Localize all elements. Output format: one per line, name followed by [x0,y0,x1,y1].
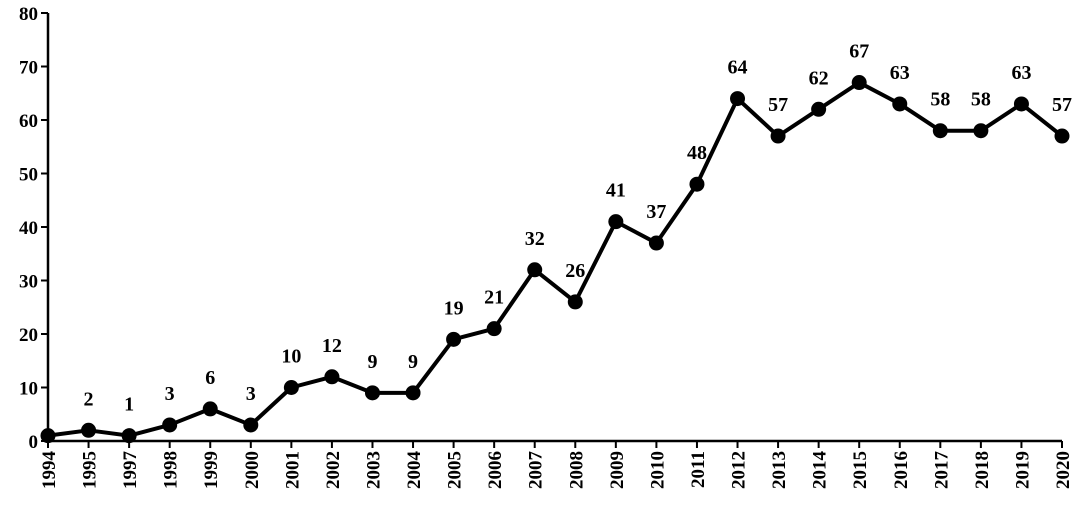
x-tick-label: 1997 [120,451,141,490]
data-point [811,101,827,117]
y-tick-label: 30 [19,272,38,293]
data-label: 48 [687,142,707,164]
data-point [689,176,705,192]
data-label: 3 [165,383,175,405]
x-tick-label: 2019 [1012,451,1033,489]
x-tick-label: 2007 [526,451,547,490]
y-tick-label: 60 [19,111,38,132]
data-label: 63 [1011,62,1031,84]
y-tick-label: 50 [19,165,38,186]
data-label: 12 [322,335,342,357]
x-tick-label: 2006 [485,451,506,489]
data-label: 58 [971,89,991,111]
data-point [446,331,462,347]
data-point [932,123,948,139]
data-point [608,214,624,230]
data-label: 63 [890,62,910,84]
data-point [567,294,583,310]
series-line [47,80,1064,438]
y-tick-label: 0 [29,432,39,453]
x-tick-label: 2018 [972,451,993,489]
x-tick-label: 2012 [729,451,750,489]
data-point [892,96,908,112]
data-label: 3 [246,383,256,405]
data-point [1013,96,1029,112]
data-point [973,123,989,139]
data-point [648,235,664,251]
y-axis: 0 10 20 30 40 50 60 70 80 [19,4,50,453]
data-label: 6 [205,367,215,389]
data-label: 9 [367,351,377,373]
data-label: 1 [124,394,134,416]
x-tick-label: 2003 [363,451,384,489]
x-tick-label: 2001 [282,451,303,489]
x-tick-label: 2010 [647,451,668,489]
x-tick-label: 2005 [445,451,466,489]
y-tick-label: 20 [19,325,38,346]
data-point [1054,128,1070,144]
data-label: 64 [728,57,748,79]
data-point [364,385,380,401]
x-tick-label: 2009 [607,451,628,489]
data-label: 26 [565,260,585,282]
data-label: 37 [646,201,666,223]
data-label: 9 [408,351,418,373]
x-tick-label: 2020 [1053,451,1074,489]
data-point [730,91,746,107]
data-point [40,428,56,444]
data-point [770,128,786,144]
x-tick-label: 1995 [80,451,101,489]
data-label: 57 [1052,94,1072,116]
x-tick-label: 2011 [688,451,709,488]
x-tick-label: 2017 [931,451,952,490]
data-point [243,417,259,433]
data-point [81,422,97,438]
x-tick-label: 1999 [201,451,222,489]
data-label: 10 [281,346,301,368]
data-point [486,321,502,337]
data-label: 62 [809,67,829,89]
data-label: 32 [525,228,545,250]
data-label: 41 [606,180,626,202]
data-series [40,75,1070,444]
x-tick-label: 1994 [39,451,60,490]
y-tick-label: 40 [19,218,38,239]
x-tick-label: 2016 [891,451,912,489]
data-point [202,401,218,417]
x-tick-label: 1998 [161,451,182,489]
x-tick-label: 2004 [404,451,425,490]
x-tick-label: 2000 [242,451,263,489]
data-point [324,369,340,385]
y-tick-label: 80 [19,4,38,25]
data-label: 57 [768,94,788,116]
data-label: 19 [444,297,464,319]
y-tick-label: 70 [19,58,38,79]
data-label: 2 [84,388,94,410]
y-tick-label: 10 [19,379,38,400]
data-label: 58 [930,89,950,111]
x-tick-label: 2002 [323,451,344,489]
data-label: 21 [484,287,504,309]
x-tick-label: 2014 [810,451,831,490]
x-tick-label: 2008 [566,451,587,489]
x-tick-label: 2015 [850,451,871,489]
data-point [121,428,137,444]
data-label: 67 [849,41,869,63]
data-point [162,417,178,433]
x-axis: 1994 1995 1997 1998 1999 2000 2001 2002 2003 2004… [39,439,1074,490]
data-point [851,75,867,91]
x-tick-label: 2013 [769,451,790,489]
data-point [527,262,543,278]
data-point [283,380,299,395]
data-point [405,385,421,401]
